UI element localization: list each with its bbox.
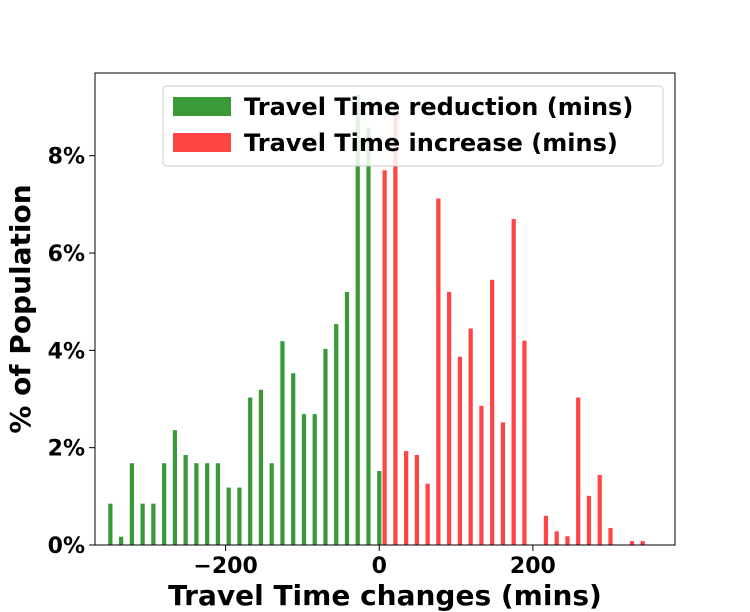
y-tick-label-2: 4% xyxy=(48,339,85,364)
reduction-bar-19 xyxy=(312,414,317,545)
increase-bar-20 xyxy=(608,527,613,545)
reduction-bar-21 xyxy=(334,324,339,545)
increase-bar-16 xyxy=(565,536,570,545)
legend-swatch-increase xyxy=(173,133,231,152)
reduction-bar-13 xyxy=(248,397,253,545)
reduction-bar-5 xyxy=(162,463,167,545)
y-axis: 0% 2% 4% 6% 8% xyxy=(48,145,95,559)
increase-bar-8 xyxy=(468,328,473,545)
increase-bar-1 xyxy=(393,111,398,546)
increase-bar-19 xyxy=(597,474,602,545)
increase-bar-14 xyxy=(543,515,549,545)
increase-bar-2 xyxy=(404,451,409,545)
reduction-bar-17 xyxy=(291,373,296,545)
reduction-bar-23 xyxy=(355,94,360,546)
increase-bar-22 xyxy=(640,541,645,545)
increase-bar-4 xyxy=(425,483,430,545)
reduction-bar-22 xyxy=(344,291,350,545)
reduction-bar-0 xyxy=(108,503,113,545)
reduction-bar-12 xyxy=(237,487,242,545)
reduction-bar-11 xyxy=(226,487,231,545)
increase-bar-3 xyxy=(414,454,419,545)
increase-bar-12 xyxy=(511,218,516,546)
legend: Travel Time reduction (mins) Travel Time… xyxy=(162,85,664,167)
x-tick-label-1: 0 xyxy=(372,554,387,579)
reduction-bar-3 xyxy=(140,503,145,545)
reduction-bar-20 xyxy=(323,348,328,545)
reduction-bar-25 xyxy=(377,471,382,545)
reduction-bar-15 xyxy=(269,463,274,545)
reduction-bar-7 xyxy=(183,454,188,545)
reduction-bar-1 xyxy=(119,536,124,545)
increase-bar-6 xyxy=(447,291,452,545)
bars xyxy=(108,94,645,546)
reduction-bar-4 xyxy=(151,503,156,545)
increase-bar-5 xyxy=(436,198,441,546)
increase-bar-13 xyxy=(522,340,527,545)
legend-label-reduction: Travel Time reduction (mins) xyxy=(244,93,633,121)
reduction-bar-14 xyxy=(258,389,264,545)
legend-swatch-reduction xyxy=(173,97,231,116)
increase-bar-17 xyxy=(576,397,581,545)
reduction-bar-6 xyxy=(172,430,178,545)
reduction-bar-2 xyxy=(129,463,134,545)
increase-bar-0 xyxy=(382,170,387,545)
increase-bar-18 xyxy=(586,495,592,545)
x-tick-label-0: −200 xyxy=(193,554,257,579)
y-tick-label-3: 6% xyxy=(48,242,85,267)
increase-bar-9 xyxy=(479,405,484,545)
reduction-bar-9 xyxy=(205,463,210,545)
reduction-bar-24 xyxy=(366,127,371,545)
y-axis-label: % of Population xyxy=(4,184,37,433)
increase-bar-7 xyxy=(457,356,463,545)
reduction-bar-18 xyxy=(301,414,307,545)
y-tick-label-1: 2% xyxy=(48,437,85,462)
plot-frame xyxy=(94,72,676,546)
increase-bar-11 xyxy=(500,422,506,545)
reduction-bar-16 xyxy=(280,341,285,545)
reduction-bar-10 xyxy=(215,463,221,545)
increase-bar-21 xyxy=(629,541,635,545)
increase-bar-10 xyxy=(490,279,495,545)
x-axis-label: Travel Time changes (mins) xyxy=(168,579,602,612)
legend-label-increase: Travel Time increase (mins) xyxy=(244,129,618,157)
y-tick-label-0: 0% xyxy=(48,534,85,559)
legend-frame xyxy=(162,85,664,167)
x-axis: −200 0 200 xyxy=(193,545,556,579)
y-tick-label-4: 8% xyxy=(48,145,85,170)
reduction-bar-8 xyxy=(194,463,199,545)
x-tick-label-2: 200 xyxy=(510,554,556,579)
increase-bar-15 xyxy=(554,531,559,545)
